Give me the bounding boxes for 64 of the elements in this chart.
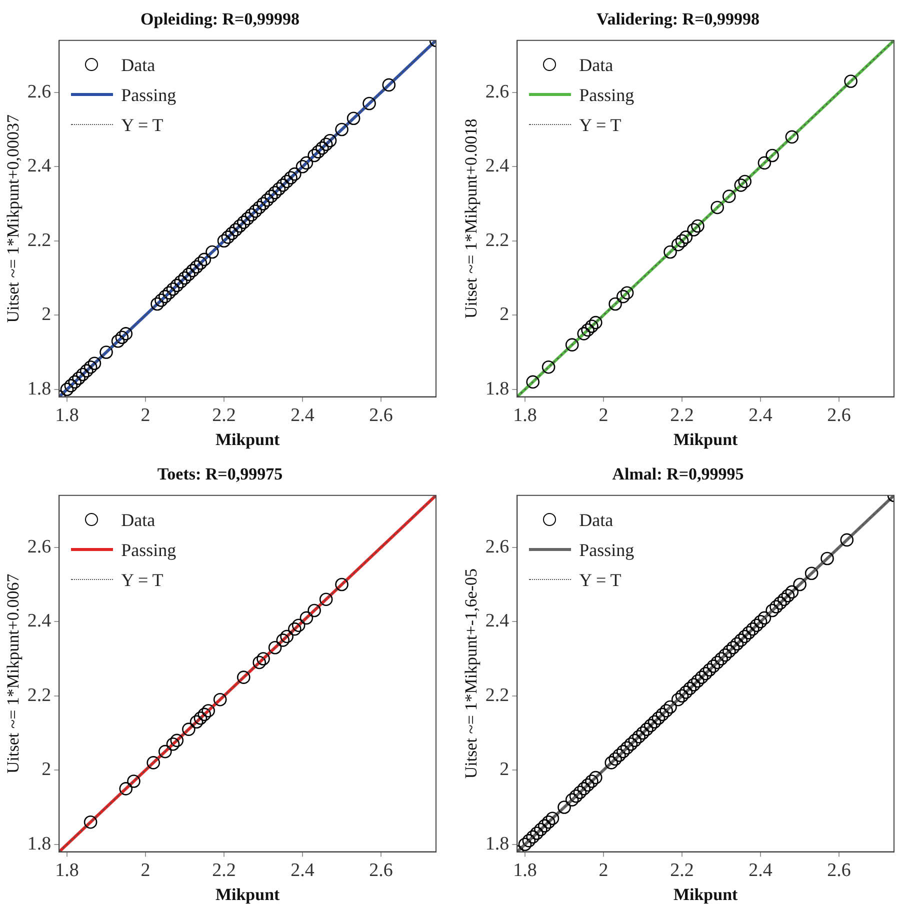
x-tick-label: 1.8 (55, 405, 79, 426)
x-axis-title: Mikpunt (673, 885, 738, 904)
x-tick-label: 2.2 (212, 405, 236, 426)
x-axis-title: Mikpunt (215, 430, 280, 450)
y-tick-label: 2.6 (27, 536, 52, 558)
x-tick-label: 2.6 (827, 405, 851, 426)
x-axis-title: Mikpunt (673, 430, 738, 450)
y-tick-label: 2.2 (485, 684, 510, 706)
y-axis-title: Uitset ~= 1*Mikpunt+0.0067 (4, 573, 23, 774)
x-tick-label: 1.8 (513, 860, 537, 882)
x-tick-label: 1.8 (55, 860, 79, 882)
y-axis-title: Uitset ~= 1*Mikpunt+0,00037 (4, 114, 23, 323)
legend-label: Passing (579, 84, 634, 106)
chart-title: Opleiding: R=0,99998 (140, 10, 300, 29)
y-tick-label: 1.8 (27, 378, 52, 400)
legend-label: Data (579, 509, 614, 532)
y-tick-label: 2.4 (27, 156, 52, 177)
y-tick-label: 2 (500, 759, 510, 780)
y-tick-label: 1.8 (27, 833, 52, 854)
y-axis-title: Uitset ~= 1*Mikpunt+-1,6e-05 (462, 568, 481, 779)
legend-label: Y = T (579, 114, 622, 136)
x-tick-label: 2.6 (369, 860, 393, 882)
chart-title: Almal: R=0,99995 (612, 464, 744, 484)
legend-label: Data (579, 54, 614, 76)
y-tick-label: 2.6 (485, 81, 510, 102)
legend-label: Passing (121, 84, 176, 106)
y-tick-label: 2.4 (485, 156, 510, 177)
y-tick-label: 2 (42, 304, 52, 326)
x-tick-label: 2.2 (670, 405, 694, 426)
legend-label: Data (121, 54, 156, 76)
y-axis-title: Uitset ~= 1*Mikpunt+0.0018 (462, 118, 481, 318)
legend-label: Y = T (121, 114, 164, 136)
legend-label: Data (121, 509, 156, 532)
legend-label: Passing (121, 539, 176, 562)
chart-title: Toets: R=0,99975 (157, 464, 283, 484)
x-tick-label: 2.4 (748, 860, 773, 882)
y-tick-label: 2.2 (27, 684, 52, 706)
chart-title: Validering: R=0,99998 (596, 10, 760, 29)
y-tick-label: 2 (500, 304, 510, 326)
x-tick-label: 2.4 (748, 405, 773, 426)
x-tick-label: 2.2 (670, 860, 694, 882)
x-tick-label: 2 (140, 860, 150, 882)
legend-label: Y = T (579, 569, 622, 592)
x-tick-label: 2.4 (290, 860, 315, 882)
x-tick-label: 2 (140, 405, 150, 426)
y-tick-label: 2.4 (485, 610, 510, 632)
x-tick-label: 2.6 (827, 860, 851, 882)
legend-label: Passing (579, 539, 634, 562)
y-tick-label: 1.8 (485, 833, 510, 854)
x-tick-label: 1.8 (513, 405, 537, 426)
y-tick-label: 2.6 (27, 81, 52, 102)
x-tick-label: 2 (598, 405, 608, 426)
x-axis-title: Mikpunt (215, 885, 280, 904)
y-tick-label: 2.6 (485, 536, 510, 558)
y-tick-label: 2.2 (485, 230, 510, 251)
legend-label: Y = T (121, 569, 164, 592)
x-tick-label: 2.6 (369, 405, 393, 426)
y-tick-label: 2 (42, 759, 52, 780)
x-tick-label: 2.2 (212, 860, 236, 882)
y-tick-label: 2.4 (27, 610, 52, 632)
x-tick-label: 2.4 (290, 405, 315, 426)
y-tick-label: 1.8 (485, 378, 510, 400)
y-tick-label: 2.2 (27, 230, 52, 251)
x-tick-label: 2 (598, 860, 608, 882)
